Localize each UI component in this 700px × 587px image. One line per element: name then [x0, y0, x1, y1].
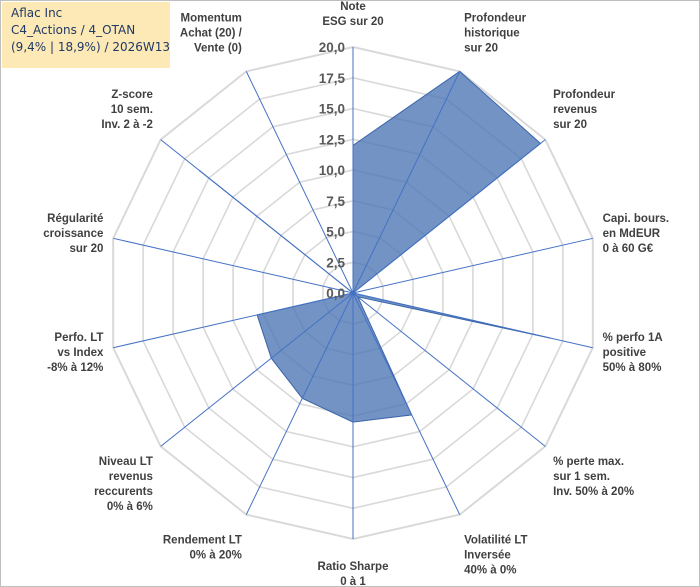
axis-layer	[113, 47, 593, 539]
tick-label: 10,0	[319, 163, 345, 178]
axis-spoke	[352, 292, 461, 515]
axis-spoke	[352, 292, 593, 349]
axis-spoke	[160, 139, 354, 294]
category-label: Régularité croissance sur 20	[43, 213, 103, 255]
axis-spoke	[352, 237, 593, 294]
category-label: Profondeur revenus sur 20	[553, 89, 615, 131]
axis-spoke	[352, 71, 461, 294]
axis-spoke	[113, 292, 354, 349]
category-label: Ratio Sharpe 0 à 1	[318, 561, 389, 586]
category-label: Rendement LT 0% à 20%	[163, 535, 242, 562]
category-label: % perfo 1A positive 50% à 80%	[603, 332, 663, 374]
info-box: Aflac Inc C4_Actions / 4_OTAN (9,4% | 18…	[2, 2, 170, 68]
category-label: Z-score 10 sem. Inv. 2 à -2	[101, 89, 153, 131]
tick-label-layer: 0,0 2,5 5,0 7,5 10,0 12,5 15,0 17,5 20,0	[319, 40, 346, 301]
category-label: Volatilité LT Inversée 40% à 0%	[464, 535, 527, 577]
category-label: Capi. bours. en MdEUR 0 à 60 G€	[603, 213, 669, 255]
axis-spoke	[245, 71, 354, 294]
category-label: Note ESG sur 20	[322, 1, 383, 28]
category-label: Momentum Achat (20) / Vente (0)	[180, 13, 243, 55]
tick-label: 17,5	[319, 71, 346, 86]
company-name: Aflac Inc	[11, 6, 63, 20]
tick-label: 5,0	[326, 225, 345, 240]
category-label: Profondeur historique sur 20	[464, 13, 526, 55]
category-label: Niveau LT revenus reccurents 0% à 6%	[94, 456, 153, 513]
axis-spoke	[160, 292, 354, 447]
axis-spoke	[245, 292, 354, 515]
axis-spoke	[113, 237, 354, 294]
tick-label: 20,0	[319, 40, 345, 55]
portfolio-label: C4_Actions / 4_OTAN	[11, 23, 136, 37]
tick-label: 0,0	[326, 286, 345, 301]
axis-spoke	[352, 139, 546, 294]
category-label: Perfo. LT vs Index -8% à 12%	[47, 332, 104, 374]
period-label: (9,4% | 18,9%) / 2026W13	[11, 40, 170, 54]
category-label-layer: Note ESG sur 20 Profondeur historique sur 20…	[43, 1, 669, 586]
category-label: % perte max. sur 1 sem. Inv. 50% à 20%	[553, 456, 634, 498]
tick-label: 12,5	[319, 132, 346, 147]
tick-label: 7,5	[326, 194, 345, 209]
axis-spoke	[352, 292, 546, 447]
tick-label: 15,0	[319, 102, 345, 117]
tick-label: 2,5	[326, 255, 345, 270]
